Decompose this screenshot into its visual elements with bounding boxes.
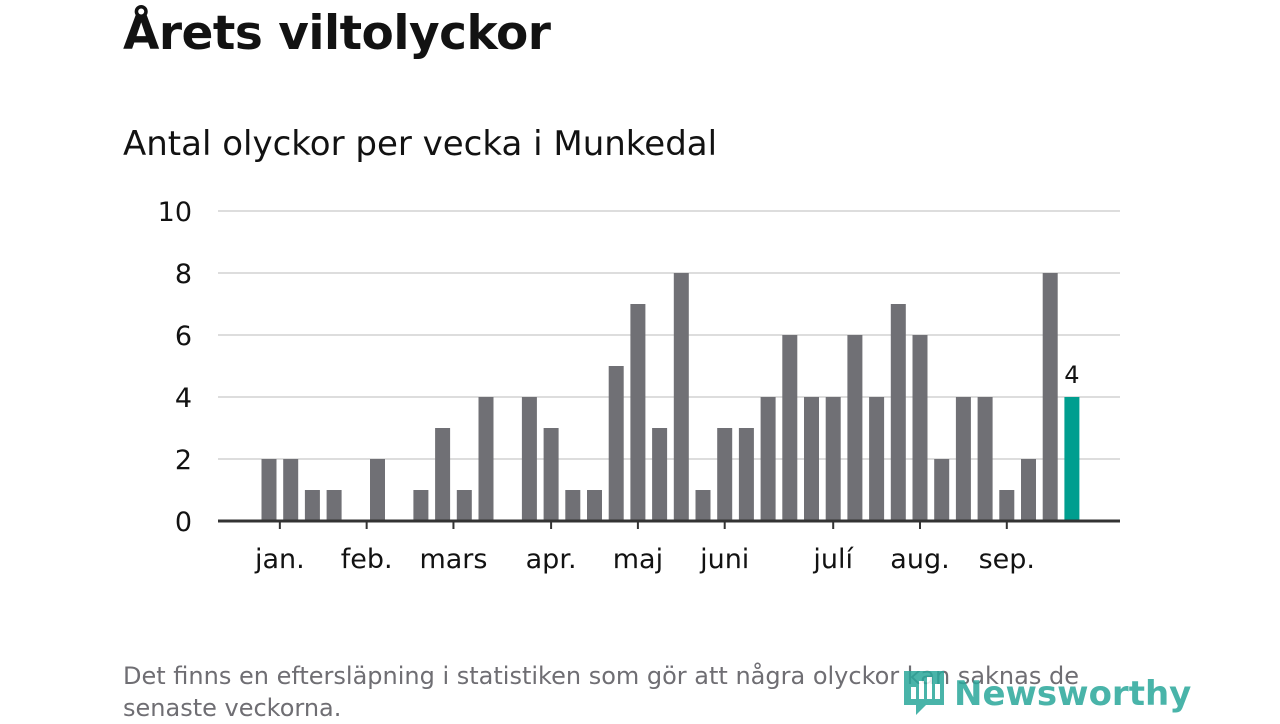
data-label: 4 <box>1064 361 1079 389</box>
bar <box>847 335 863 521</box>
highlight-bar <box>1064 397 1080 521</box>
bar <box>565 490 581 521</box>
chart-title: Årets viltolyckor <box>123 6 551 61</box>
chart-subtitle: Antal olyckor per vecka i Munkedal <box>123 124 718 164</box>
bar <box>521 397 537 521</box>
bar <box>456 490 472 521</box>
x-tick-label: feb. <box>341 544 393 575</box>
y-tick-label: 8 <box>175 259 192 290</box>
bar <box>261 459 277 521</box>
bar <box>695 490 711 521</box>
bar <box>912 335 928 521</box>
y-tick-label: 4 <box>175 383 192 414</box>
bar <box>413 490 429 521</box>
bar <box>890 304 906 521</box>
bar <box>955 397 971 521</box>
bar <box>738 428 754 521</box>
x-tick-label: juni <box>699 544 749 575</box>
bar <box>782 335 798 521</box>
x-tick-label: mars <box>419 544 487 575</box>
bar <box>1042 273 1058 521</box>
y-tick-label: 10 <box>158 197 192 228</box>
x-tick-label: maj <box>613 544 663 575</box>
bar <box>825 397 841 521</box>
x-tick-label: sep. <box>979 544 1035 575</box>
newsworthy-logo-icon <box>902 667 946 721</box>
bar <box>304 490 320 521</box>
x-tick-label: julí <box>812 544 854 575</box>
bar <box>326 490 342 521</box>
bar-chart: 0 2 4 6 8 10 4 jan. feb. mars apr. maj juni julí aug. s… <box>158 197 1120 575</box>
bar <box>934 459 950 521</box>
bar <box>283 459 299 521</box>
bar <box>587 490 602 521</box>
y-tick-label: 0 <box>175 507 192 538</box>
bar <box>652 428 668 521</box>
x-tick-label: jan. <box>254 544 305 575</box>
bar <box>760 397 776 521</box>
brand-name: Newsworthy <box>954 674 1192 714</box>
bar <box>435 428 451 521</box>
bar <box>804 397 819 521</box>
bar <box>370 459 385 521</box>
bar <box>1021 459 1036 521</box>
y-tick-label: 2 <box>175 445 192 476</box>
bar <box>869 397 885 521</box>
brand-logo: Newsworthy <box>902 668 1191 720</box>
bar <box>543 428 559 521</box>
x-tick-label: aug. <box>890 544 949 575</box>
bar <box>608 366 624 521</box>
y-tick-label: 6 <box>175 321 192 352</box>
bar <box>673 273 689 521</box>
x-tick-label: apr. <box>526 544 577 575</box>
bar <box>478 397 494 521</box>
bar <box>630 304 646 521</box>
bar <box>999 490 1015 521</box>
bar <box>717 428 733 521</box>
bar <box>977 397 993 521</box>
